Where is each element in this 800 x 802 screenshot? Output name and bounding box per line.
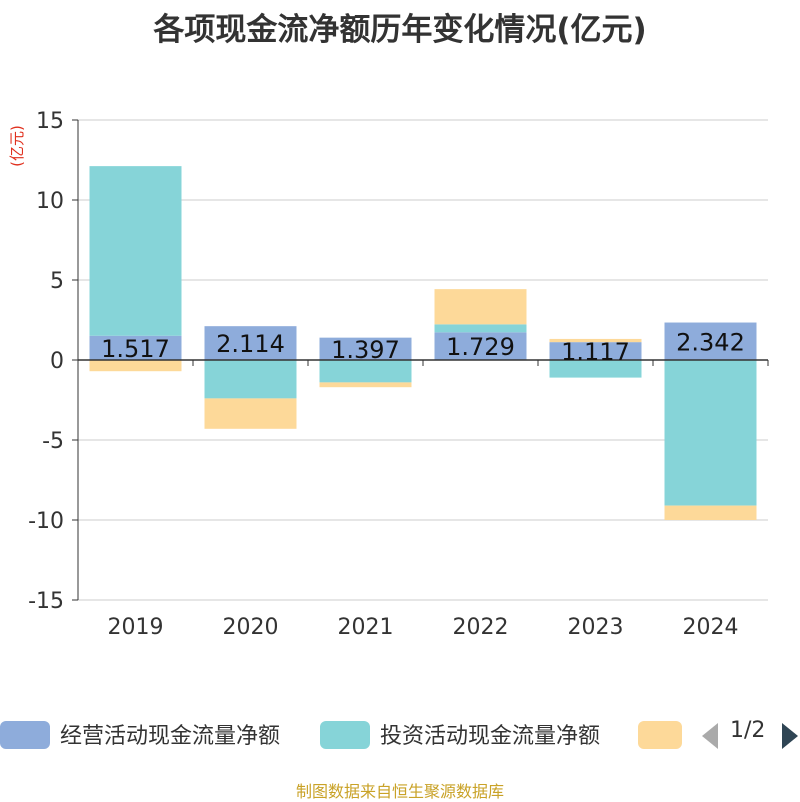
bar-segment bbox=[434, 289, 527, 325]
legend-label-investing: 投资活动现金流量净额 bbox=[380, 724, 601, 749]
y-tick-label: -5 bbox=[42, 429, 64, 454]
data-label: 2.342 bbox=[676, 328, 745, 356]
bar-segment bbox=[434, 324, 527, 333]
triangle-right-icon[interactable] bbox=[782, 723, 798, 749]
y-tick-label: -10 bbox=[28, 509, 64, 534]
triangle-left-icon[interactable] bbox=[702, 723, 718, 749]
legend-page-indicator: 1/2 bbox=[730, 718, 766, 743]
y-tick-label: 0 bbox=[50, 349, 64, 374]
x-tick-label: 2024 bbox=[683, 615, 739, 640]
y-tick-label: 10 bbox=[36, 189, 64, 214]
legend-swatch-investing bbox=[320, 721, 370, 749]
bar-segment bbox=[549, 338, 642, 343]
legend-label-operating: 经营活动现金流量净额 bbox=[60, 724, 281, 749]
bar-segment bbox=[434, 332, 527, 360]
x-tick-label: 2020 bbox=[223, 615, 279, 640]
x-tick-label: 2019 bbox=[108, 615, 164, 640]
bar-segment bbox=[319, 337, 412, 360]
bar-segment bbox=[549, 360, 642, 378]
bar-segment bbox=[204, 398, 297, 429]
x-tick-label: 2021 bbox=[338, 615, 394, 640]
data-label: 1.517 bbox=[101, 335, 170, 363]
bar-segment bbox=[664, 322, 757, 360]
y-tick-label: -15 bbox=[28, 589, 64, 614]
chart-title: 各项现金流净额历年变化情况(亿元) bbox=[153, 12, 647, 48]
bar-segment bbox=[664, 505, 757, 520]
legend-swatch-operating bbox=[0, 721, 50, 749]
bar-segment bbox=[89, 335, 182, 360]
bar-segment bbox=[549, 342, 642, 360]
bar-segment bbox=[319, 360, 412, 383]
bar-segment bbox=[664, 360, 757, 506]
data-label: 2.114 bbox=[216, 330, 285, 358]
y-axis-label: (亿元) bbox=[8, 125, 26, 167]
x-tick-label: 2023 bbox=[568, 615, 624, 640]
data-source-note: 制图数据来自恒生聚源数据库 bbox=[295, 782, 504, 801]
x-tick-label: 2022 bbox=[453, 615, 509, 640]
bar-segment bbox=[204, 326, 297, 360]
y-tick-label: 15 bbox=[36, 109, 64, 134]
legend-swatch-third bbox=[638, 721, 682, 749]
y-tick-label: 5 bbox=[50, 269, 64, 294]
data-label: 1.729 bbox=[446, 333, 515, 361]
chart-plot: 15 10 5 0 -5 -10 -15 2019 2020 2021 2022 2023 2024 1… bbox=[8, 109, 769, 640]
legend: 经营活动现金流量净额 投资活动现金流量净额 bbox=[0, 716, 800, 752]
bar-segment bbox=[89, 166, 182, 336]
data-label: 1.117 bbox=[561, 338, 630, 366]
data-label: 1.397 bbox=[331, 336, 400, 364]
bar-segment bbox=[89, 360, 182, 372]
bar-segment bbox=[204, 360, 297, 399]
bar-segment bbox=[319, 382, 412, 388]
